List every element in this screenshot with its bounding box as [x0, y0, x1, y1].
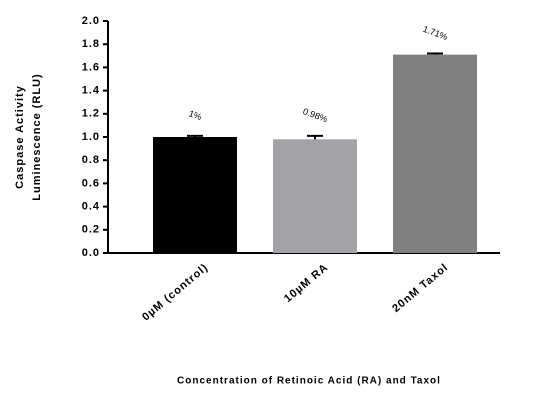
value-label: 1.71%: [422, 24, 449, 42]
x-tick-label: 0µM (control): [140, 261, 211, 323]
error-bar: [427, 52, 443, 55]
bar: [273, 139, 357, 253]
y-tick-label: 0.6: [82, 177, 100, 189]
bar: [153, 137, 237, 253]
y-tick-label: 1.4: [82, 85, 100, 97]
x-tick-label: 20nM Taxol: [390, 261, 451, 315]
y-axis-title: Caspase Activity: [14, 85, 26, 189]
y-tick-label: 0.0: [82, 247, 100, 259]
y-tick-label: 1.0: [82, 131, 100, 143]
y-tick-label: 1.6: [82, 61, 100, 73]
x-axis-title: Concentration of Retinoic Acid (RA) and …: [177, 376, 441, 387]
x-tick-label: 10µM RA: [282, 261, 331, 305]
bar: [393, 54, 477, 253]
error-bar: [187, 134, 203, 137]
y-tick-label: 2.0: [82, 15, 100, 27]
y-tick-label: 1.2: [82, 108, 100, 120]
value-label: 0.98%: [302, 106, 329, 124]
error-bar: [307, 134, 323, 140]
value-label: 1%: [187, 108, 203, 122]
y-axis-title: Luminescence (RLU): [31, 73, 43, 200]
y-tick-label: 1.8: [82, 38, 100, 50]
y-tick-label: 0.2: [82, 224, 100, 236]
y-tick-label: 0.8: [82, 154, 100, 166]
y-tick-label: 0.4: [82, 201, 100, 213]
